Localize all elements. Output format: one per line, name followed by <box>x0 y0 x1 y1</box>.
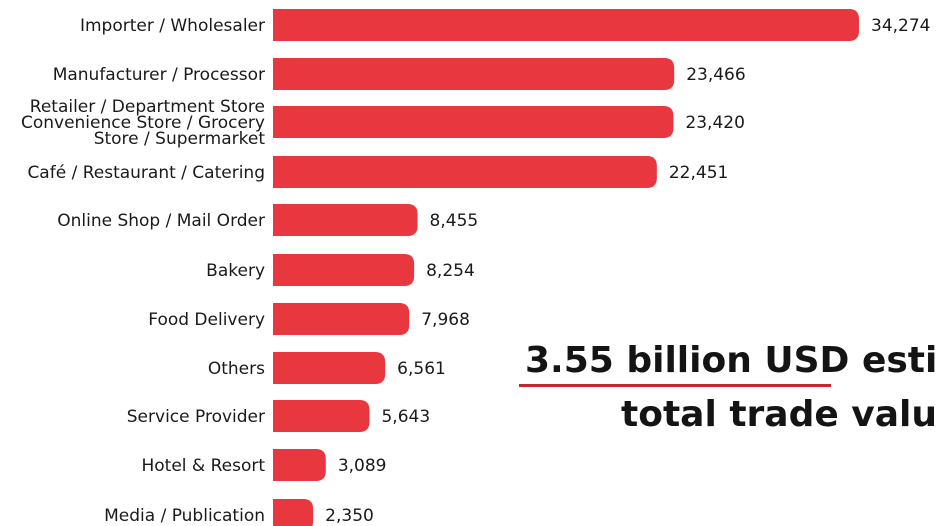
category-label: Others <box>208 359 265 379</box>
bar <box>273 499 314 526</box>
category-label: Retailer / Department Store <box>30 97 265 117</box>
value-label: 23,420 <box>685 113 744 133</box>
value-label: 6,561 <box>397 359 446 379</box>
bar <box>273 156 657 188</box>
value-label: 5,643 <box>381 407 430 427</box>
category-label: Convenience Store / Grocery <box>21 113 265 133</box>
category-label: Online Shop / Mail Order <box>57 211 265 231</box>
category-label: Bakery <box>206 261 265 281</box>
bar <box>273 9 859 41</box>
bar <box>273 58 675 90</box>
bar <box>273 254 415 286</box>
bar <box>273 106 674 138</box>
category-label: Media / Publication <box>104 506 265 526</box>
value-label: 8,254 <box>426 261 475 281</box>
value-label: 23,466 <box>686 65 745 85</box>
category-label: Importer / Wholesaler <box>80 16 265 36</box>
bar <box>273 352 386 384</box>
category-label: Café / Restaurant / Catering <box>27 163 265 183</box>
category-label: Service Provider <box>127 407 265 427</box>
category-label: Manufacturer / Processor <box>53 65 265 85</box>
bar <box>273 204 418 236</box>
value-label: 7,968 <box>421 310 470 330</box>
category-label: Hotel & Resort <box>141 456 265 476</box>
value-label: 8,455 <box>430 211 479 231</box>
category-label: Store / Supermarket <box>94 129 266 149</box>
value-label: 2,350 <box>325 506 374 526</box>
bars-layer: 34,274 Importer / Wholesaler 23,466 Manufac… <box>21 9 930 526</box>
category-label: Food Delivery <box>148 310 265 330</box>
value-label: 22,451 <box>669 163 728 183</box>
value-label: 3,089 <box>338 456 387 476</box>
bar <box>273 449 326 481</box>
value-label: 34,274 <box>871 16 930 36</box>
bar <box>273 303 410 335</box>
bar <box>273 400 370 432</box>
